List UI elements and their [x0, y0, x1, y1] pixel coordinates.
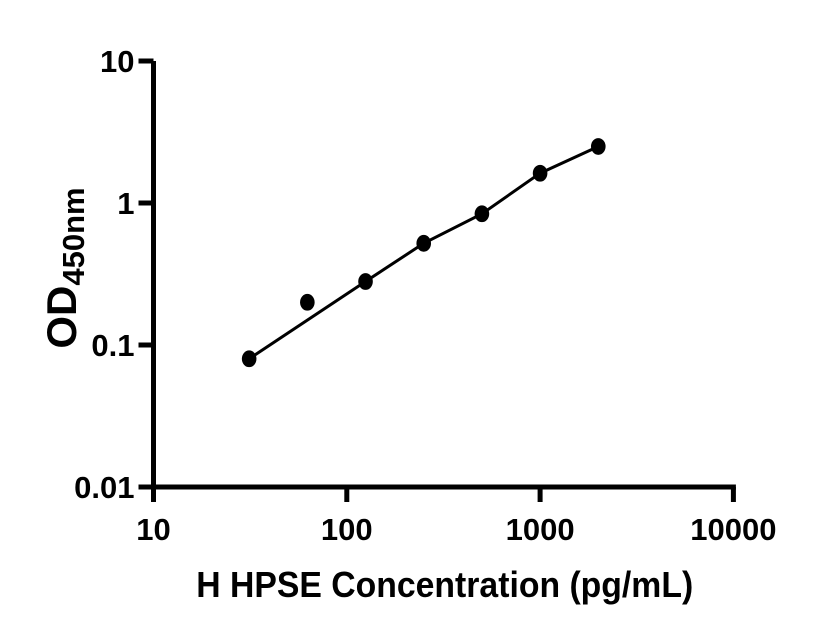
y-tick-label: 0.1 — [91, 328, 134, 363]
data-point — [300, 293, 315, 311]
data-point — [241, 350, 257, 368]
data-point — [416, 234, 432, 252]
x-tick-label: 10000 — [690, 512, 776, 547]
y-tick-label: 10 — [100, 44, 134, 79]
x-tick-label: 100 — [321, 512, 373, 547]
data-point — [358, 273, 373, 290]
x-tick-label: 10 — [136, 512, 170, 547]
x-axis-title: H HPSE Concentration (pg/mL) — [196, 564, 693, 605]
data-point — [532, 164, 548, 182]
fit-line — [248, 145, 599, 361]
x-tick-label: 1000 — [506, 512, 575, 547]
data-point — [474, 205, 490, 223]
y-axis-title: OD450nm — [38, 187, 91, 348]
data-point — [590, 138, 606, 155]
y-tick-label: 0.01 — [74, 470, 134, 505]
y-tick-label: 1 — [117, 186, 134, 221]
